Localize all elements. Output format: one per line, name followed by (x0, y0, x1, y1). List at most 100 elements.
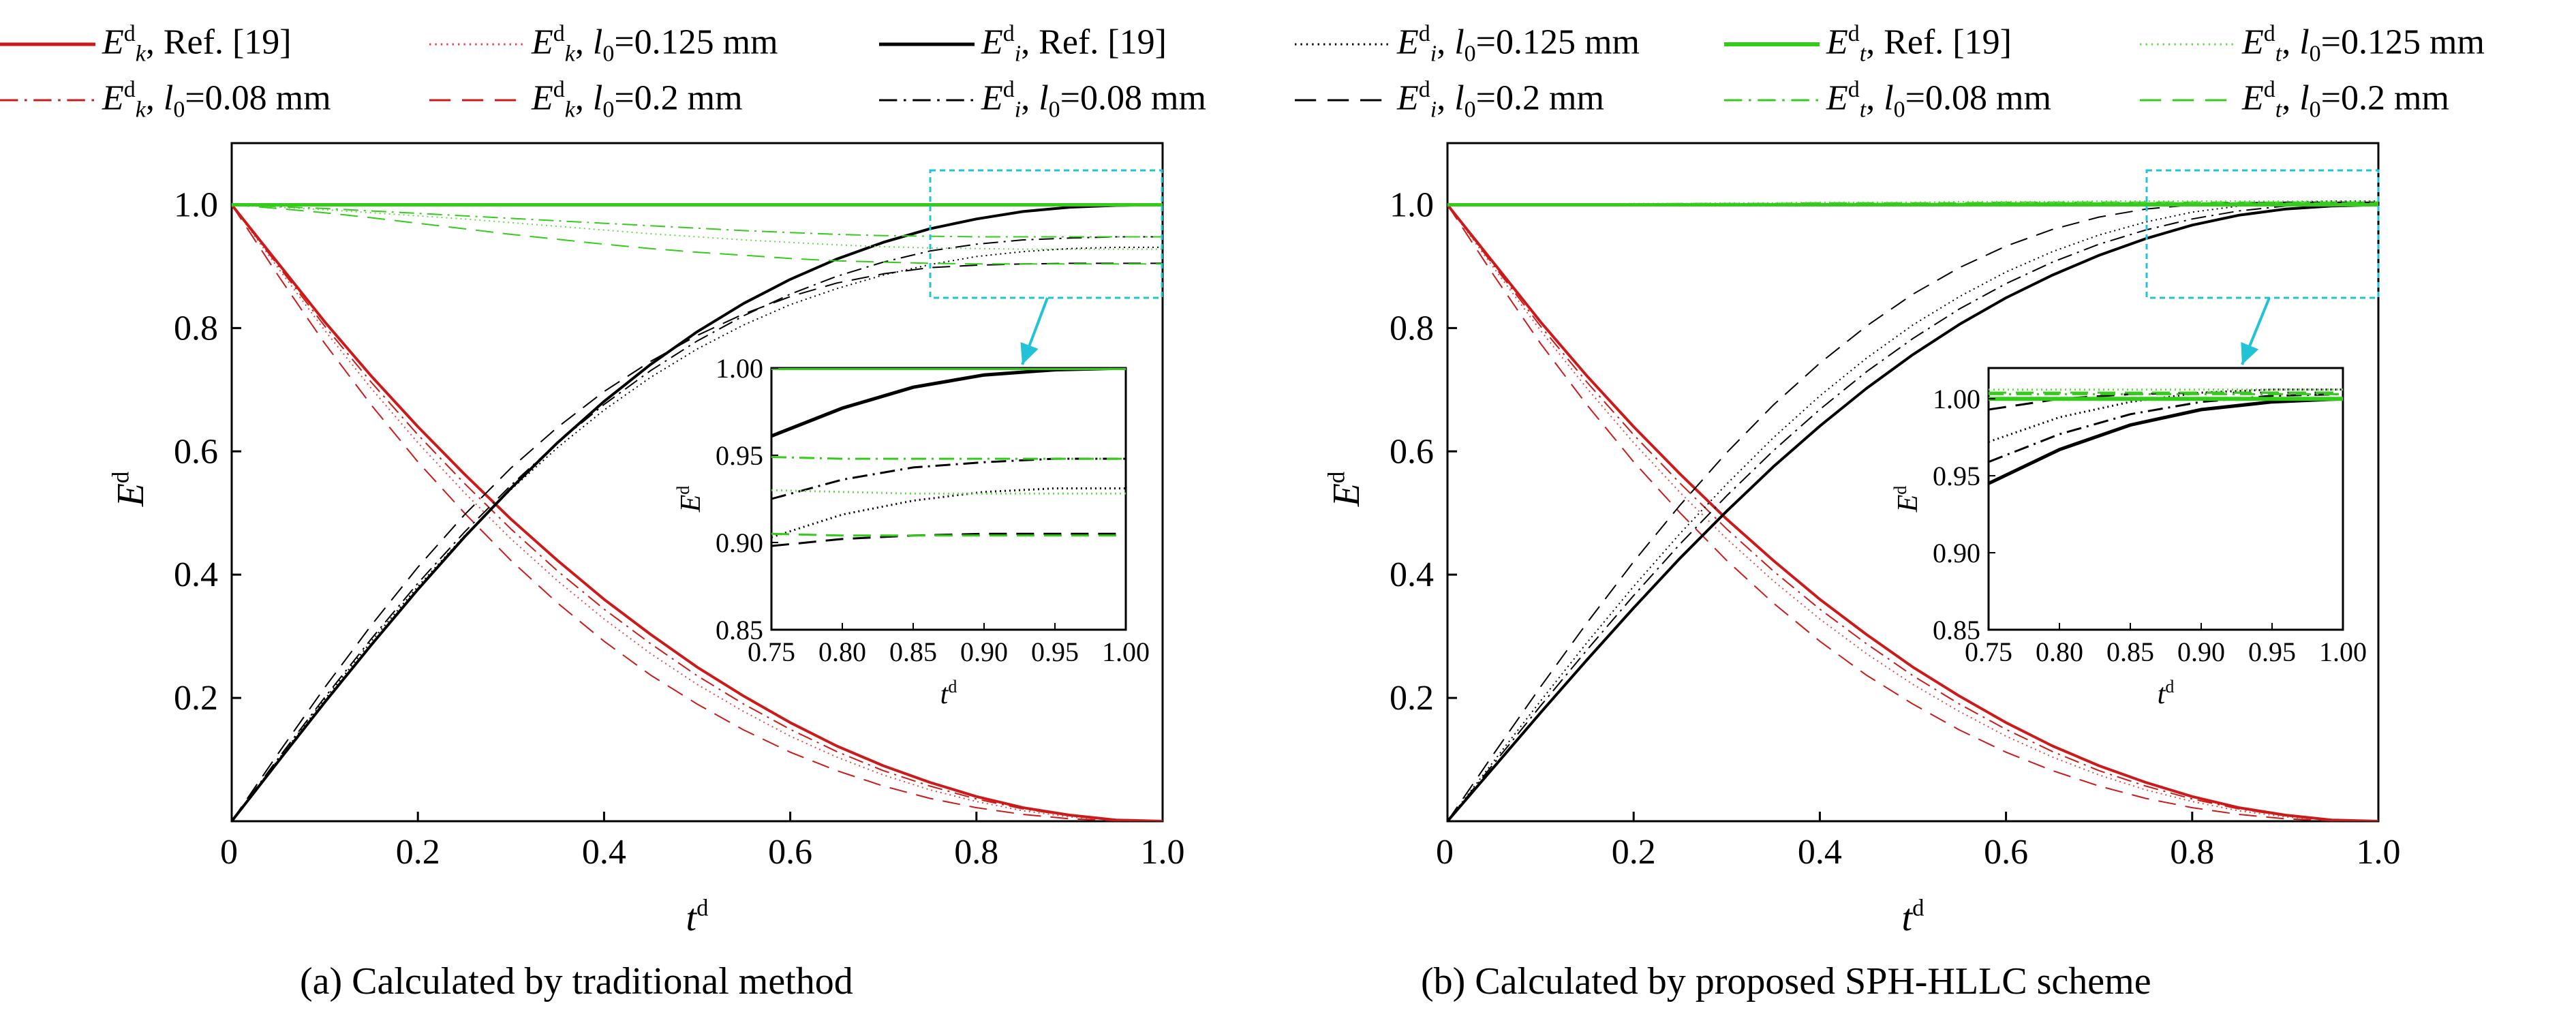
x-tick-label: 0.6 (768, 833, 812, 872)
series-et-008-b (1447, 202, 2378, 206)
zoom-arrowhead-a (1020, 341, 1039, 365)
x-tick-label: 0.4 (582, 833, 626, 872)
inset-x-axis-title-b: td (2158, 677, 2175, 710)
y-tick-label: 0.8 (1390, 309, 1434, 348)
series-ei-0125-a (232, 246, 1163, 821)
inset-y-tick-label: 0.90 (1933, 538, 1980, 568)
inset-x-tick-label: 0.90 (960, 637, 1008, 667)
x-tick-label: 0.4 (1798, 833, 1842, 872)
inset-a: 0.75 0.80 0.85 0.90 0.95 1.00 0.85 0.90 0.95 1.00… (673, 353, 1150, 710)
inset-y-axis-title-a: Ed (673, 486, 707, 513)
legend-label-et-ref: Edt, Ref. [19] (1826, 21, 2012, 67)
legend-label-ei-02: Edi, l0=0.2 mm (1397, 77, 1604, 123)
legend-item-et-0125: Edt, l0=0.125 mm (2140, 20, 2485, 68)
legend-label-ei-0125: Edi, l0=0.125 mm (1397, 21, 1640, 67)
zoom-region-box-b (2145, 169, 2380, 299)
x-tick-label: 0.6 (1984, 833, 2028, 872)
inset-frame-b (1987, 367, 2344, 631)
inset-y-tick-label: 0.95 (716, 440, 763, 471)
plot-frame-a (230, 142, 1164, 823)
inset-series-et-0125-a (771, 489, 1126, 495)
x-tick-label: 0.8 (2170, 833, 2214, 872)
caption-panel-a: (a) Calculated by traditional method (300, 960, 853, 1003)
series-ek-02-b (1447, 204, 2378, 821)
inset-series-ei-0125-b (1989, 388, 2343, 443)
inset-x-tick-label: 0.80 (2036, 637, 2083, 667)
inset-x-tick-label: 1.00 (2319, 637, 2367, 667)
legend-swatch-et-02 (2140, 99, 2235, 102)
y-tick-label: 0.8 (174, 309, 218, 348)
legend-label-ei-ref: Edi, Ref. [19] (981, 21, 1167, 67)
series-ek-0125-b (1447, 204, 2378, 821)
legend-item-ei-02: Edi, l0=0.2 mm (1295, 76, 1604, 124)
inset-series-ei-008-b (1989, 393, 2343, 463)
inset-x-tick-label: 0.95 (1031, 637, 1079, 667)
y-tick-label: 0.4 (174, 555, 218, 594)
inset-x-tick-label: 0.75 (748, 637, 795, 667)
x-axis-title-b: td (1902, 895, 1925, 939)
inset-x-tick-label: 0.90 (2177, 637, 2225, 667)
inset-x-tick-label: 0.85 (2106, 637, 2154, 667)
x-tick-label: 0 (220, 833, 238, 872)
x-tick-label: 0.8 (954, 833, 998, 872)
legend-item-ei-008: Edi, l0=0.08 mm (879, 76, 1206, 124)
inset-x-tick-label: 0.80 (818, 637, 866, 667)
series-ek-0125-a (232, 204, 1163, 821)
series-ei-008-a (232, 236, 1163, 821)
legend-swatch-ei-ref (879, 42, 975, 46)
legend-label-et-02: Edt, l0=0.2 mm (2242, 77, 2449, 123)
legend-swatch-et-008 (1724, 99, 1820, 102)
series-ei-ref-b (1447, 203, 2378, 821)
legend-item-et-02: Edt, l0=0.2 mm (2140, 76, 2449, 124)
inset-x-tick-label: 0.75 (1965, 637, 2012, 667)
inset-y-tick-label: 0.85 (1933, 615, 1980, 645)
legend-item-ek-008: Edk, l0=0.08 mm (0, 76, 331, 124)
inset-frame-a (770, 367, 1127, 631)
x-tick-label: 1.0 (1141, 833, 1185, 872)
inset-y-axis-title-b: Ed (1890, 486, 1924, 513)
inset-x-tick-label: 0.85 (889, 637, 937, 667)
inset-x-tick-label: 0.95 (2248, 637, 2296, 667)
legend-label-ei-008: Edi, l0=0.08 mm (981, 77, 1206, 123)
legend-item-ei-ref: Edi, Ref. [19] (879, 20, 1167, 68)
y-tick-label: 0.2 (174, 679, 218, 718)
legend-swatch-ek-ref (0, 42, 95, 46)
legend-label-ek-ref: Edk, Ref. [19] (102, 21, 292, 67)
zoom-arrowhead-b (2241, 341, 2259, 365)
x-tick-label: 0.2 (396, 833, 440, 872)
series-et-02-a (232, 204, 1163, 265)
legend-item-et-ref: Edt, Ref. [19] (1724, 20, 2012, 68)
x-tick-label: 1.0 (2357, 833, 2401, 872)
legend-label-et-008: Edt, l0=0.08 mm (1826, 77, 2051, 123)
y-axis-title-a: Ed (108, 472, 152, 508)
x-tick-label: 0 (1436, 833, 1454, 872)
legend-item-ek-ref: Edk, Ref. [19] (0, 20, 292, 68)
inset-x-tick-label: 1.00 (1102, 637, 1150, 667)
legend-item-ek-02: Edk, l0=0.2 mm (429, 76, 743, 124)
inset-b: 0.75 0.80 0.85 0.90 0.95 1.00 0.85 0.90 0.95 1.00… (1890, 367, 2367, 710)
inset-y-tick-label: 0.95 (1933, 461, 1980, 491)
inset-series-et-02-a (771, 532, 1126, 537)
inset-series-ei-ref-b (1989, 397, 2343, 485)
legend-item-ei-0125: Edi, l0=0.125 mm (1295, 20, 1640, 68)
inset-series-et-008-a (771, 456, 1126, 460)
series-ek-ref-b (1447, 204, 2378, 821)
legend-label-ek-02: Edk, l0=0.2 mm (532, 77, 743, 123)
series-ei-ref-a (232, 203, 1163, 821)
inset-y-tick-label: 1.00 (1933, 384, 1980, 414)
plot-frame-b (1446, 142, 2380, 823)
legend-swatch-ei-008 (879, 99, 975, 102)
inset-x-axis-title-a: td (940, 677, 957, 710)
series-ek-ref-a (232, 204, 1163, 821)
inset-series-ei-008-a (771, 457, 1126, 500)
x-axis-title-a: td (686, 895, 709, 939)
y-tick-label: 0.6 (174, 432, 218, 471)
inset-y-tick-label: 0.90 (716, 527, 763, 558)
legend-label-ek-0125: Edk, l0=0.125 mm (532, 21, 778, 67)
legend-swatch-ei-02 (1295, 99, 1390, 102)
inset-y-tick-label: 0.85 (716, 615, 763, 645)
x-tick-label: 0.2 (1612, 833, 1656, 872)
